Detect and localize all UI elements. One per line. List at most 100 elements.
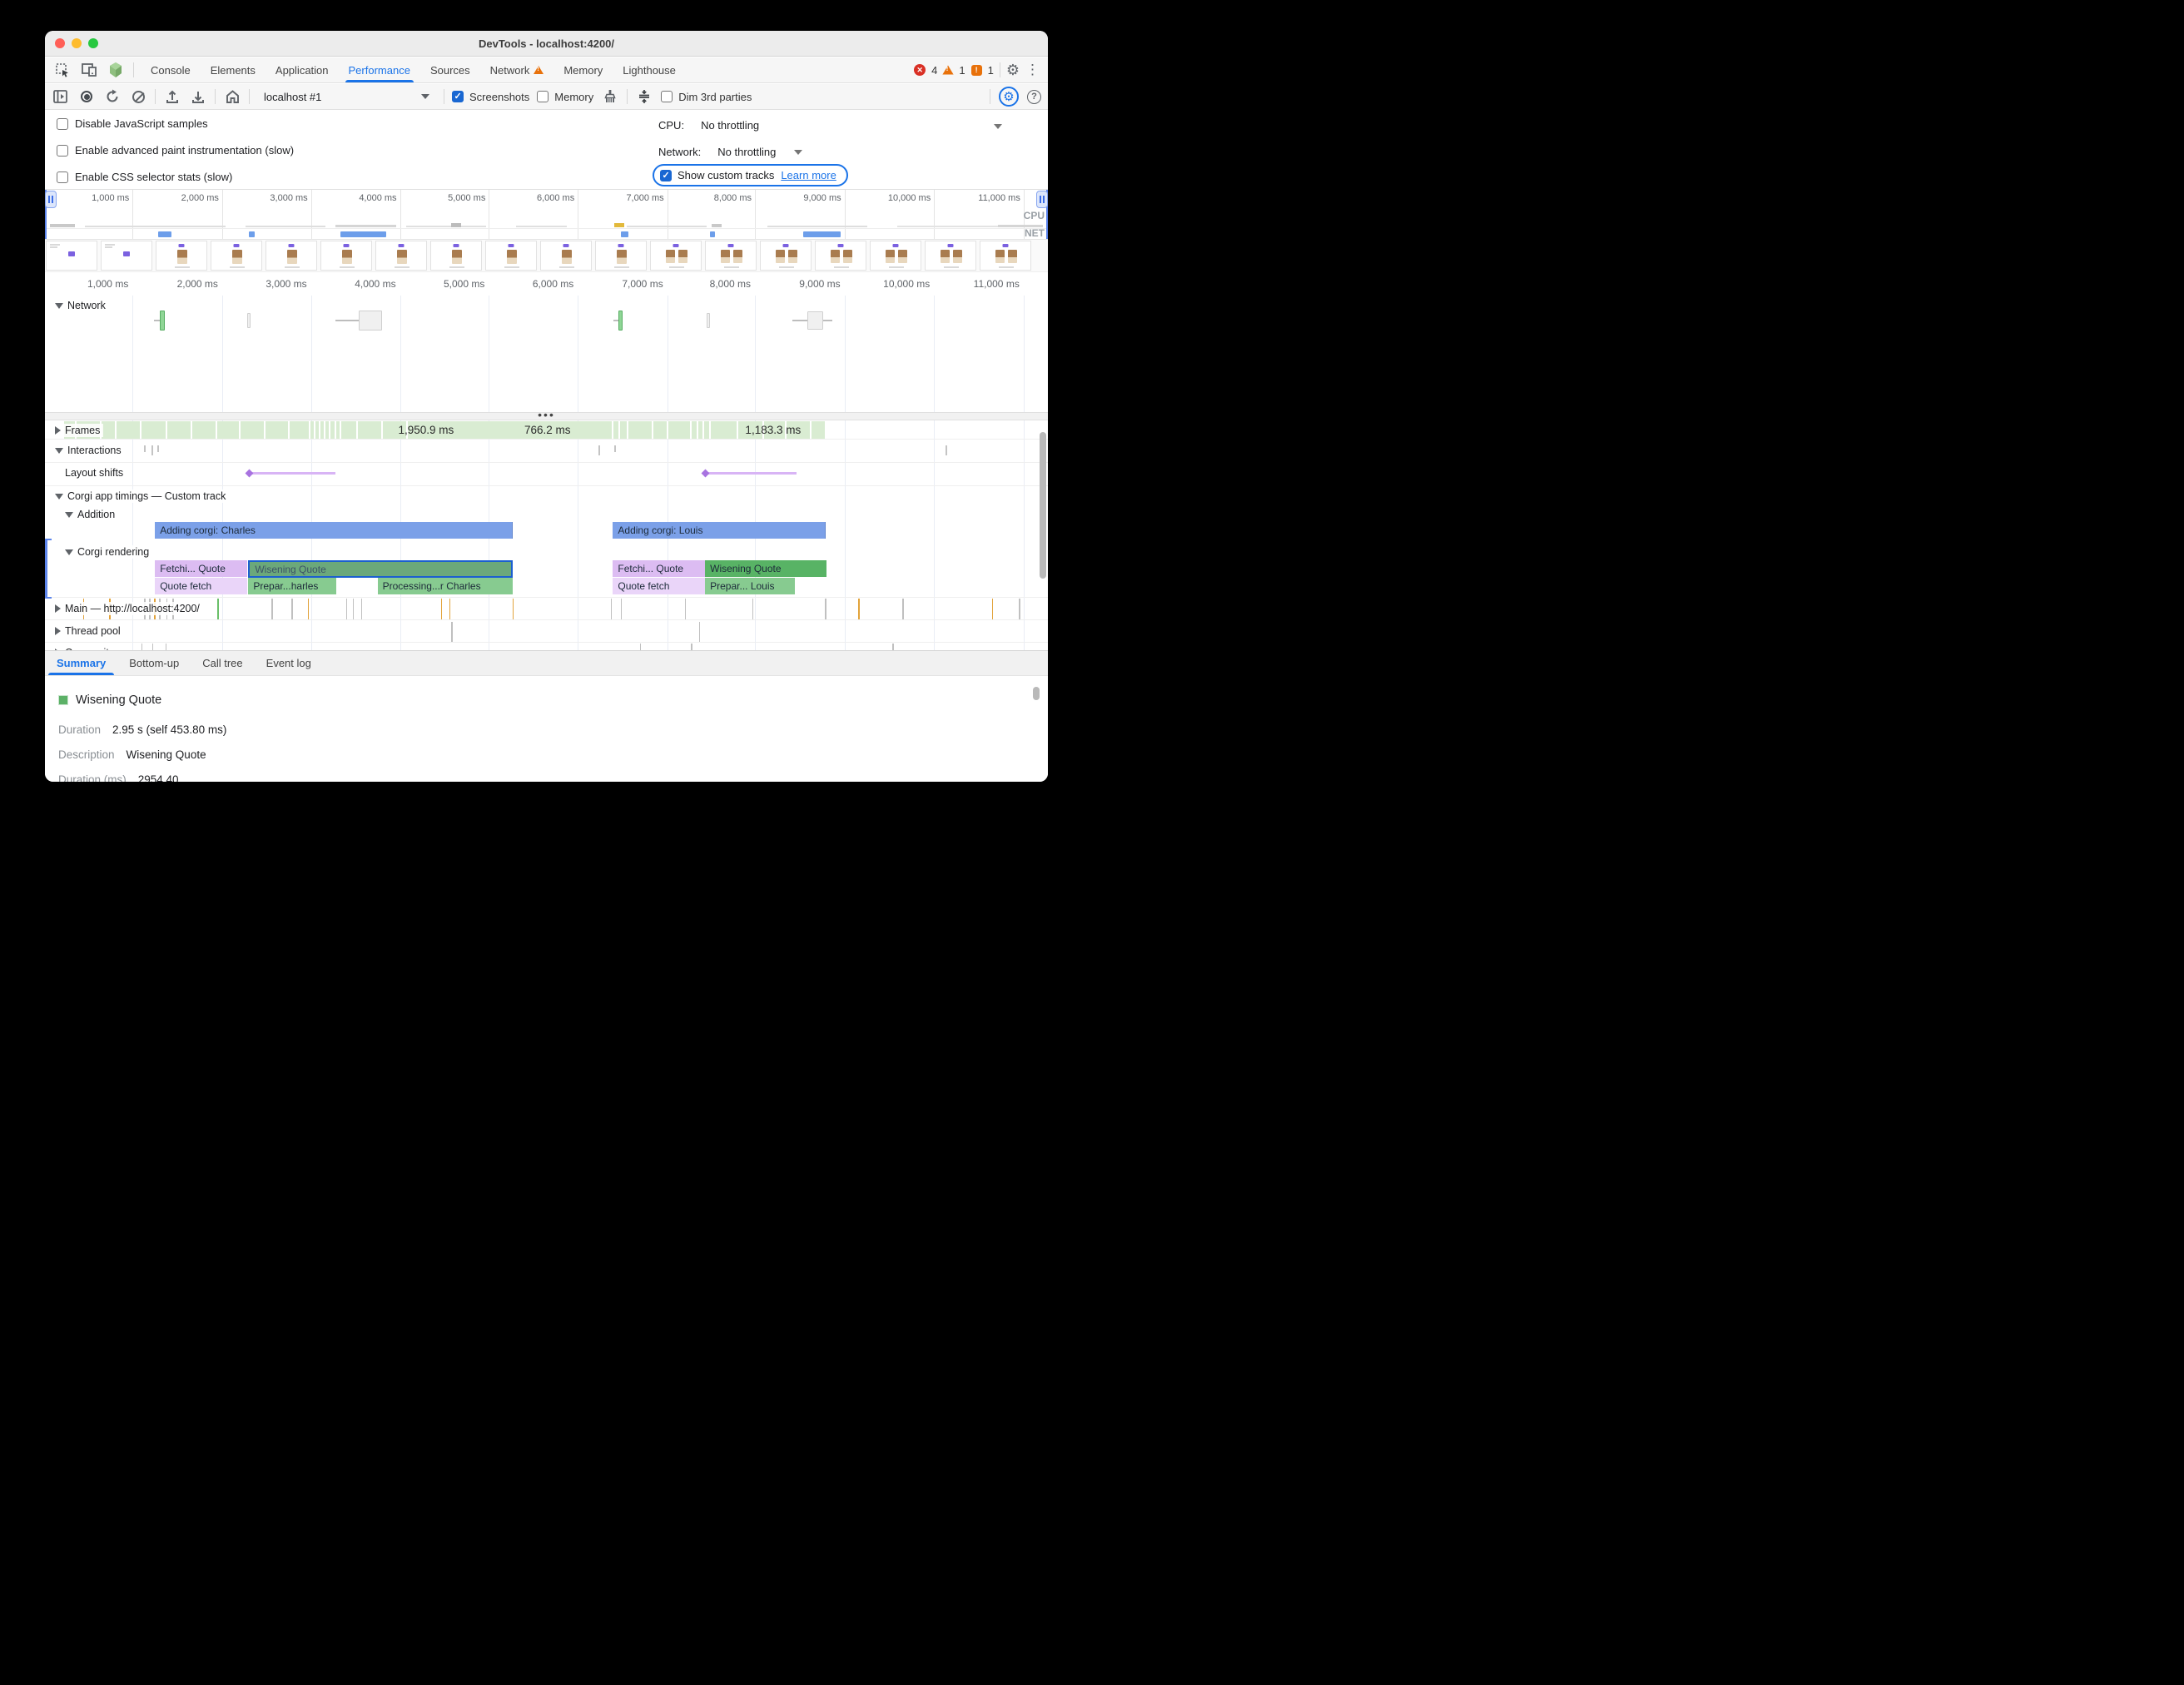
network-throttle-value[interactable]: No throttling	[717, 146, 777, 158]
flame-bar-addition[interactable]: Adding corgi: Louis	[613, 522, 826, 539]
screenshot-thumbnail[interactable]	[650, 241, 702, 271]
flame-bar-rendering[interactable]: Quote fetch	[155, 578, 247, 594]
setting-checkbox-row[interactable]: Disable JavaScript samples	[57, 117, 208, 130]
track-custom-addition[interactable]: Addition	[62, 508, 119, 521]
screenshots-checkbox[interactable]: Screenshots	[452, 91, 529, 103]
collapse-triangle-icon[interactable]	[55, 447, 63, 454]
flame-bar-addition[interactable]: Adding corgi: Charles	[155, 522, 514, 539]
dim-third-parties-checkbox[interactable]: Dim 3rd parties	[661, 91, 752, 103]
screenshot-thumbnail[interactable]	[540, 241, 592, 271]
screenshot-thumbnail[interactable]	[815, 241, 866, 271]
collapse-triangle-icon[interactable]	[65, 549, 73, 555]
tab-lighthouse[interactable]: Lighthouse	[623, 63, 676, 77]
track-custom-rendering[interactable]: Corgi rendering	[62, 545, 153, 559]
network-request-bar[interactable]	[247, 313, 251, 328]
tab-elements[interactable]: Elements	[210, 63, 256, 77]
track-frames[interactable]: Frames	[52, 424, 104, 437]
flame-bar-rendering[interactable]: Fetchi... Quote	[155, 560, 247, 577]
screenshot-thumbnail[interactable]	[595, 241, 647, 271]
track-compositor[interactable]: Compositor	[52, 646, 122, 650]
load-profile-icon[interactable]	[163, 87, 181, 106]
flame-chart[interactable]: Network ••• 1,950.9 ms 766.2 ms 1,183.3 ms…	[45, 296, 1048, 650]
screenshot-thumbnail[interactable]	[760, 241, 812, 271]
memory-checkbox[interactable]: Memory	[537, 91, 593, 103]
screenshot-thumbnail[interactable]	[925, 241, 976, 271]
learn-more-link[interactable]: Learn more	[781, 169, 836, 181]
minimize-window-button[interactable]	[72, 38, 82, 48]
cpu-throttle-value[interactable]: No throttling	[701, 119, 760, 132]
issues-count-icon[interactable]: !	[970, 64, 982, 76]
tab-sources[interactable]: Sources	[429, 63, 470, 77]
network-throttle-caret-icon[interactable]	[794, 149, 803, 155]
track-layout-shifts[interactable]: Layout shifts	[62, 466, 127, 480]
record-button[interactable]	[77, 87, 96, 106]
garbage-collect-icon[interactable]	[601, 87, 619, 106]
error-count-icon[interactable]: ✕	[914, 64, 926, 76]
network-request-bar[interactable]	[807, 311, 824, 330]
device-toolbar-icon[interactable]	[80, 61, 98, 79]
expand-triangle-icon[interactable]	[55, 627, 61, 635]
help-icon[interactable]: ?	[1027, 89, 1041, 104]
screenshot-thumbnail[interactable]	[375, 241, 427, 271]
timeline-overview[interactable]: 1,000 ms 2,000 ms 3,000 ms 4,000 ms 5,000 ms…	[45, 190, 1048, 240]
collapse-shortcuts-icon[interactable]	[635, 87, 653, 106]
record-and-reload-button[interactable]	[103, 87, 122, 106]
flame-bar-rendering[interactable]: Processing...r Charles	[377, 578, 514, 594]
network-request-bar[interactable]	[359, 311, 382, 331]
setting-checkbox-row[interactable]: Enable CSS selector stats (slow)	[57, 171, 232, 183]
track-thread-pool[interactable]: Thread pool	[52, 624, 124, 638]
screenshot-thumbnail[interactable]	[980, 241, 1031, 271]
cpu-throttle-caret-icon[interactable]	[994, 124, 1002, 129]
tab-console[interactable]: Console	[151, 63, 191, 77]
details-tab-event-log[interactable]: Event log	[266, 657, 311, 669]
layout-shift-line[interactable]	[704, 472, 797, 475]
details-tab-bottom-up[interactable]: Bottom-up	[129, 657, 180, 669]
track-main-thread[interactable]: Main — http://localhost:4200/	[52, 602, 203, 615]
details-tab-summary[interactable]: Summary	[45, 651, 117, 675]
track-interactions[interactable]: Interactions	[52, 444, 125, 457]
show-custom-tracks-checkbox[interactable]: Show custom tracks	[660, 169, 774, 181]
flame-bar-rendering[interactable]: Quote fetch	[613, 578, 706, 594]
setting-checkbox-row[interactable]: Enable advanced paint instrumentation (s…	[57, 144, 294, 157]
expand-triangle-icon[interactable]	[55, 649, 61, 650]
flame-bar-rendering[interactable]: Wisening Quote	[705, 560, 827, 577]
settings-gear-icon[interactable]: ⚙	[1005, 61, 1020, 78]
details-tab-call-tree[interactable]: Call tree	[202, 657, 243, 669]
screenshot-filmstrip[interactable]	[45, 240, 1048, 272]
history-select[interactable]: localhost #1	[257, 87, 436, 106]
clear-button[interactable]	[129, 87, 147, 106]
track-custom-corgi[interactable]: Corgi app timings — Custom track	[52, 490, 230, 503]
flame-bar-rendering[interactable]: Prepar...harles	[248, 578, 337, 594]
tracks-resize-handle[interactable]: •••	[45, 409, 1048, 420]
layout-shift-line[interactable]	[248, 472, 336, 475]
kebab-menu-icon[interactable]: ⋮	[1025, 62, 1040, 77]
close-window-button[interactable]	[55, 38, 65, 48]
expand-triangle-icon[interactable]	[55, 426, 61, 435]
warning-count[interactable]: 1	[959, 63, 965, 77]
screenshot-thumbnail[interactable]	[320, 241, 372, 271]
issues-count[interactable]: 1	[987, 63, 994, 77]
range-handle-right[interactable]	[1036, 191, 1048, 208]
network-request-bar[interactable]	[707, 313, 710, 328]
inspect-element-icon[interactable]	[53, 61, 72, 79]
collapse-triangle-icon[interactable]	[55, 493, 63, 500]
screenshot-thumbnail[interactable]	[211, 241, 262, 271]
capture-settings-gear-icon[interactable]: ⚙	[999, 87, 1019, 107]
collapse-triangle-icon[interactable]	[55, 302, 63, 309]
track-network[interactable]: Network	[52, 299, 109, 312]
warning-count-icon[interactable]	[942, 65, 954, 75]
expand-triangle-icon[interactable]	[55, 604, 61, 613]
toggle-sidebar-icon[interactable]	[52, 87, 70, 106]
screenshot-thumbnail[interactable]	[485, 241, 537, 271]
maximize-window-button[interactable]	[88, 38, 98, 48]
screenshot-thumbnail[interactable]	[46, 241, 97, 271]
network-request-bar[interactable]	[159, 311, 165, 331]
save-profile-icon[interactable]	[189, 87, 207, 106]
home-live-metrics-icon[interactable]	[223, 87, 241, 106]
layout-shift-diamond-icon[interactable]	[701, 469, 710, 478]
error-count[interactable]: 4	[931, 63, 938, 77]
layout-shift-diamond-icon[interactable]	[245, 469, 254, 478]
screenshot-thumbnail[interactable]	[705, 241, 757, 271]
tab-memory[interactable]: Memory	[563, 63, 603, 77]
network-request-bar[interactable]	[618, 311, 623, 331]
